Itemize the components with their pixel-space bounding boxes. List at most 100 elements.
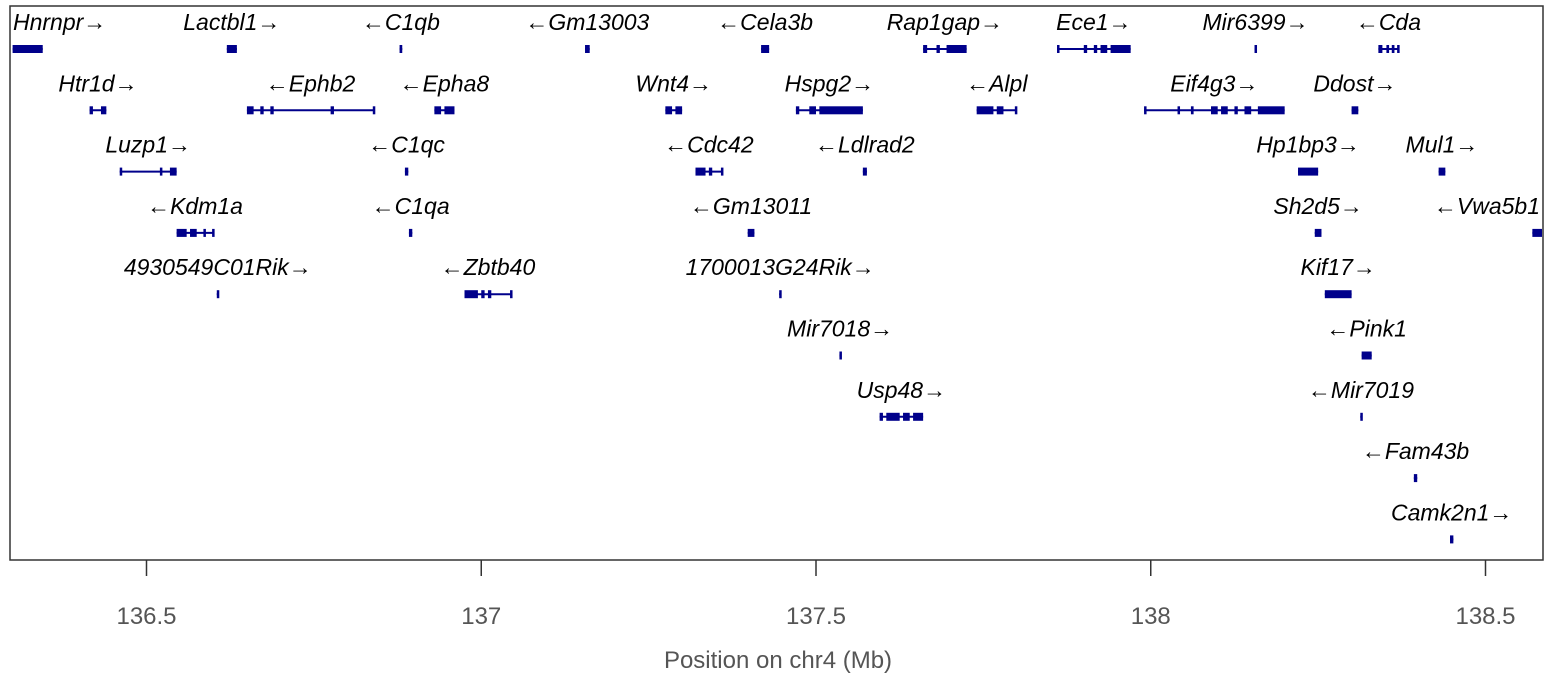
- gene-mir7018: Mir7018→: [787, 316, 893, 360]
- gene-zbtb40: ←Zbtb40: [441, 254, 535, 299]
- gene-label: Htr1d→: [58, 70, 137, 96]
- gene-label: ←Gm13011: [690, 193, 812, 219]
- gene-exon: [1110, 45, 1131, 53]
- gene-exon: [119, 167, 123, 176]
- gene-exon: [886, 412, 900, 421]
- gene-exon: [585, 45, 590, 53]
- gene-exon: [976, 106, 994, 115]
- gene-exon: [487, 290, 492, 299]
- gene-exon: [1014, 106, 1018, 115]
- gene-hnrnpr: Hnrnpr→: [12, 9, 106, 53]
- gene-htr1d: Htr1d→: [58, 70, 138, 115]
- gene-label: Luzp1→: [105, 132, 191, 158]
- gene-luzp1: Luzp1→: [105, 132, 191, 176]
- gene-label: Kif17→: [1300, 254, 1375, 280]
- x-tick-label: 138: [1131, 603, 1171, 630]
- gene-ddost: Ddost→: [1313, 70, 1396, 115]
- gene-ldlrad2: ←Ldlrad2: [815, 132, 915, 176]
- gene-exon: [1190, 106, 1194, 115]
- gene-exon: [481, 290, 485, 299]
- gene-exon: [434, 106, 442, 115]
- gene-rap1gap: Rap1gap→: [887, 9, 1003, 53]
- genes-layer: Hnrnpr→ Lactbl1→ ←C1qb ←Gm13003 ←Cela3b Rap1g…: [12, 9, 1542, 544]
- gene-exon: [1100, 45, 1108, 53]
- gene-exon: [1083, 45, 1088, 53]
- gene-exon: [89, 106, 93, 115]
- gene-exon: [176, 228, 187, 237]
- gene-exon: [372, 106, 376, 115]
- gene-c1qb: ←C1qb: [362, 9, 440, 53]
- gene-fam43b: ←Fam43b: [1362, 438, 1469, 483]
- gene-exon: [675, 106, 683, 115]
- gene-exon: [1397, 45, 1400, 53]
- gene-label: ←Mir7019: [1308, 377, 1414, 403]
- gene-label: Hp1bp3→: [1256, 132, 1360, 158]
- gene-exon: [1386, 45, 1390, 53]
- gene-label: Hnrnpr→: [13, 9, 106, 35]
- gene-label: ←Cda: [1356, 9, 1421, 35]
- gene-exon: [226, 45, 237, 53]
- gene-label: Mir6399→: [1202, 9, 1308, 35]
- gene-exon: [795, 106, 800, 115]
- x-axis: 136.5 137 137.5 138 138.5: [116, 560, 1516, 630]
- gene-exon: [1360, 412, 1363, 421]
- gene-exon: [1211, 106, 1218, 115]
- gene-label: ←Kdm1a: [147, 193, 243, 219]
- gene-label: 4930549C01Rik→: [124, 254, 312, 280]
- x-tick-label: 137: [461, 603, 501, 630]
- gene-label: Camk2n1→: [1391, 499, 1512, 525]
- gene-kdm1a: ←Kdm1a: [147, 193, 243, 237]
- gene-exon: [1314, 228, 1322, 237]
- gene-camk2n1: Camk2n1→: [1391, 499, 1512, 544]
- gene-ece1: Ece1→: [1056, 9, 1132, 53]
- gene-exon: [913, 412, 924, 421]
- x-tick-label: 137.5: [786, 603, 846, 630]
- gene-exon: [1244, 106, 1252, 115]
- gene-exon: [1450, 535, 1454, 544]
- gene-c1qa: ←C1qa: [372, 193, 450, 237]
- gene-exon: [1177, 106, 1181, 115]
- gene-exon: [1438, 167, 1446, 176]
- gene-label: Sh2d5→: [1273, 193, 1363, 219]
- gene-exon: [695, 167, 706, 176]
- gene-label: Wnt4→: [635, 70, 712, 96]
- gene-exon: [190, 228, 197, 237]
- gene-exon: [216, 290, 220, 299]
- gene-label: ←Alpl: [966, 70, 1028, 96]
- gene-exon: [747, 228, 755, 237]
- gene-label: ←Pink1: [1326, 316, 1407, 342]
- gene-label: ←Cela3b: [717, 9, 813, 35]
- gene-label: ←Vwa5b1: [1434, 193, 1540, 219]
- gene-exon: [270, 106, 274, 115]
- gene-hp1bp3: Hp1bp3→: [1256, 132, 1360, 176]
- gene-exon: [761, 45, 770, 53]
- gene-exon: [1532, 228, 1542, 237]
- gene-ephb2: ←Ephb2: [246, 70, 376, 115]
- gene-exon: [1378, 45, 1383, 53]
- gene-exon: [246, 106, 254, 115]
- gene-exon: [936, 45, 940, 53]
- gene-c1qc: ←C1qc: [368, 132, 445, 176]
- gene-cda: ←Cda: [1356, 9, 1421, 53]
- gene-exon: [779, 290, 782, 299]
- gene-exon: [1234, 106, 1238, 115]
- gene-label: ←Gm13003: [525, 9, 649, 35]
- gene-exon: [923, 45, 928, 53]
- gene-exon: [1298, 167, 1319, 176]
- gene-pink1: ←Pink1: [1326, 316, 1407, 360]
- gene-label: Ddost→: [1313, 70, 1396, 96]
- gene-exon: [212, 228, 215, 237]
- gene-epha8: ←Epha8: [400, 70, 489, 115]
- gene-exon: [408, 228, 413, 237]
- gene-1700013g24rik: 1700013G24Rik→: [686, 254, 875, 299]
- gene-label: Ece1→: [1056, 9, 1131, 35]
- gene-exon: [708, 167, 713, 176]
- gene-exon: [169, 167, 177, 176]
- gene-eif4g3: Eif4g3→: [1144, 70, 1285, 115]
- gene-exon: [399, 45, 403, 53]
- gene-label: ←C1qa: [372, 193, 450, 219]
- gene-label: Mul1→: [1406, 132, 1479, 158]
- gene-exon: [464, 290, 478, 299]
- gene-exon: [404, 167, 409, 176]
